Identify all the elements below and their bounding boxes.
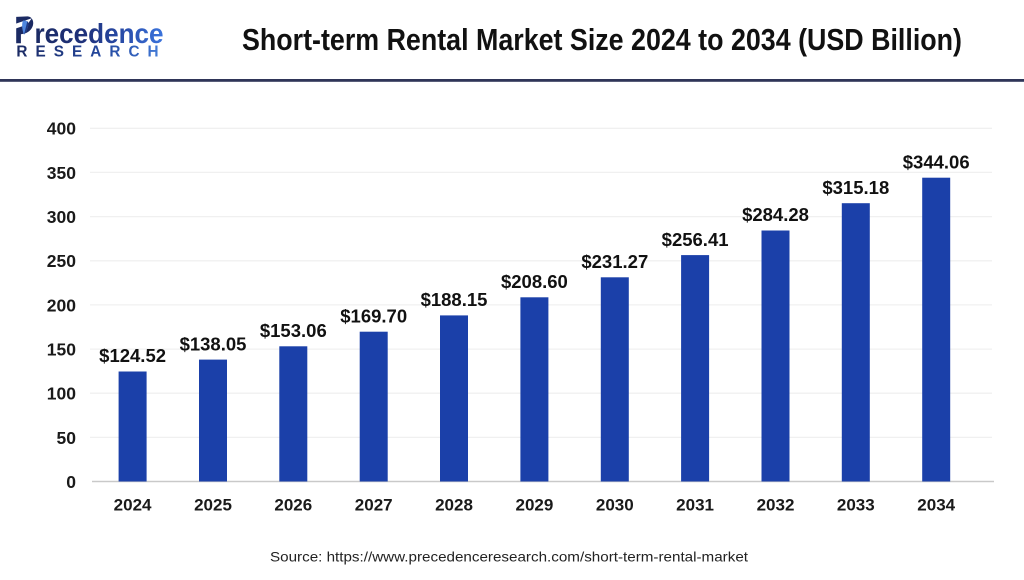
svg-text:Source: https://www.precedence: Source: https://www.precedenceresearch.c… bbox=[270, 549, 748, 565]
svg-text:$188.15: $188.15 bbox=[421, 289, 488, 310]
svg-text:recedence: recedence bbox=[35, 18, 164, 49]
svg-text:400: 400 bbox=[47, 119, 76, 139]
svg-text:2029: 2029 bbox=[515, 496, 553, 515]
svg-text:$124.52: $124.52 bbox=[99, 345, 166, 366]
svg-text:$284.28: $284.28 bbox=[742, 204, 809, 225]
svg-text:50: 50 bbox=[57, 428, 77, 448]
svg-text:2030: 2030 bbox=[596, 496, 634, 515]
svg-text:$208.60: $208.60 bbox=[501, 271, 568, 292]
svg-text:150: 150 bbox=[47, 339, 76, 359]
svg-text:2025: 2025 bbox=[194, 496, 232, 515]
svg-text:$315.18: $315.18 bbox=[822, 177, 889, 198]
svg-text:$138.05: $138.05 bbox=[180, 333, 247, 354]
svg-text:$256.41: $256.41 bbox=[662, 229, 729, 250]
svg-text:350: 350 bbox=[47, 163, 76, 183]
svg-text:2031: 2031 bbox=[676, 496, 714, 515]
svg-text:$231.27: $231.27 bbox=[581, 251, 648, 272]
svg-text:0: 0 bbox=[66, 472, 76, 492]
svg-text:$153.06: $153.06 bbox=[260, 320, 327, 341]
svg-text:300: 300 bbox=[47, 207, 76, 227]
svg-text:2034: 2034 bbox=[917, 496, 955, 515]
svg-text:2028: 2028 bbox=[435, 496, 473, 515]
svg-text:2033: 2033 bbox=[837, 496, 875, 515]
svg-text:250: 250 bbox=[47, 251, 76, 271]
svg-text:RESEARCH: RESEARCH bbox=[16, 44, 166, 61]
svg-text:200: 200 bbox=[47, 295, 76, 315]
svg-text:$344.06: $344.06 bbox=[903, 151, 970, 172]
svg-text:2026: 2026 bbox=[274, 496, 312, 515]
svg-text:Short-term Rental Market Size: Short-term Rental Market Size 2024 to 20… bbox=[242, 22, 962, 57]
svg-text:$169.70: $169.70 bbox=[340, 305, 407, 326]
svg-text:2032: 2032 bbox=[757, 496, 795, 515]
svg-text:2027: 2027 bbox=[355, 496, 393, 515]
svg-text:2024: 2024 bbox=[114, 496, 152, 515]
svg-text:100: 100 bbox=[47, 384, 76, 404]
